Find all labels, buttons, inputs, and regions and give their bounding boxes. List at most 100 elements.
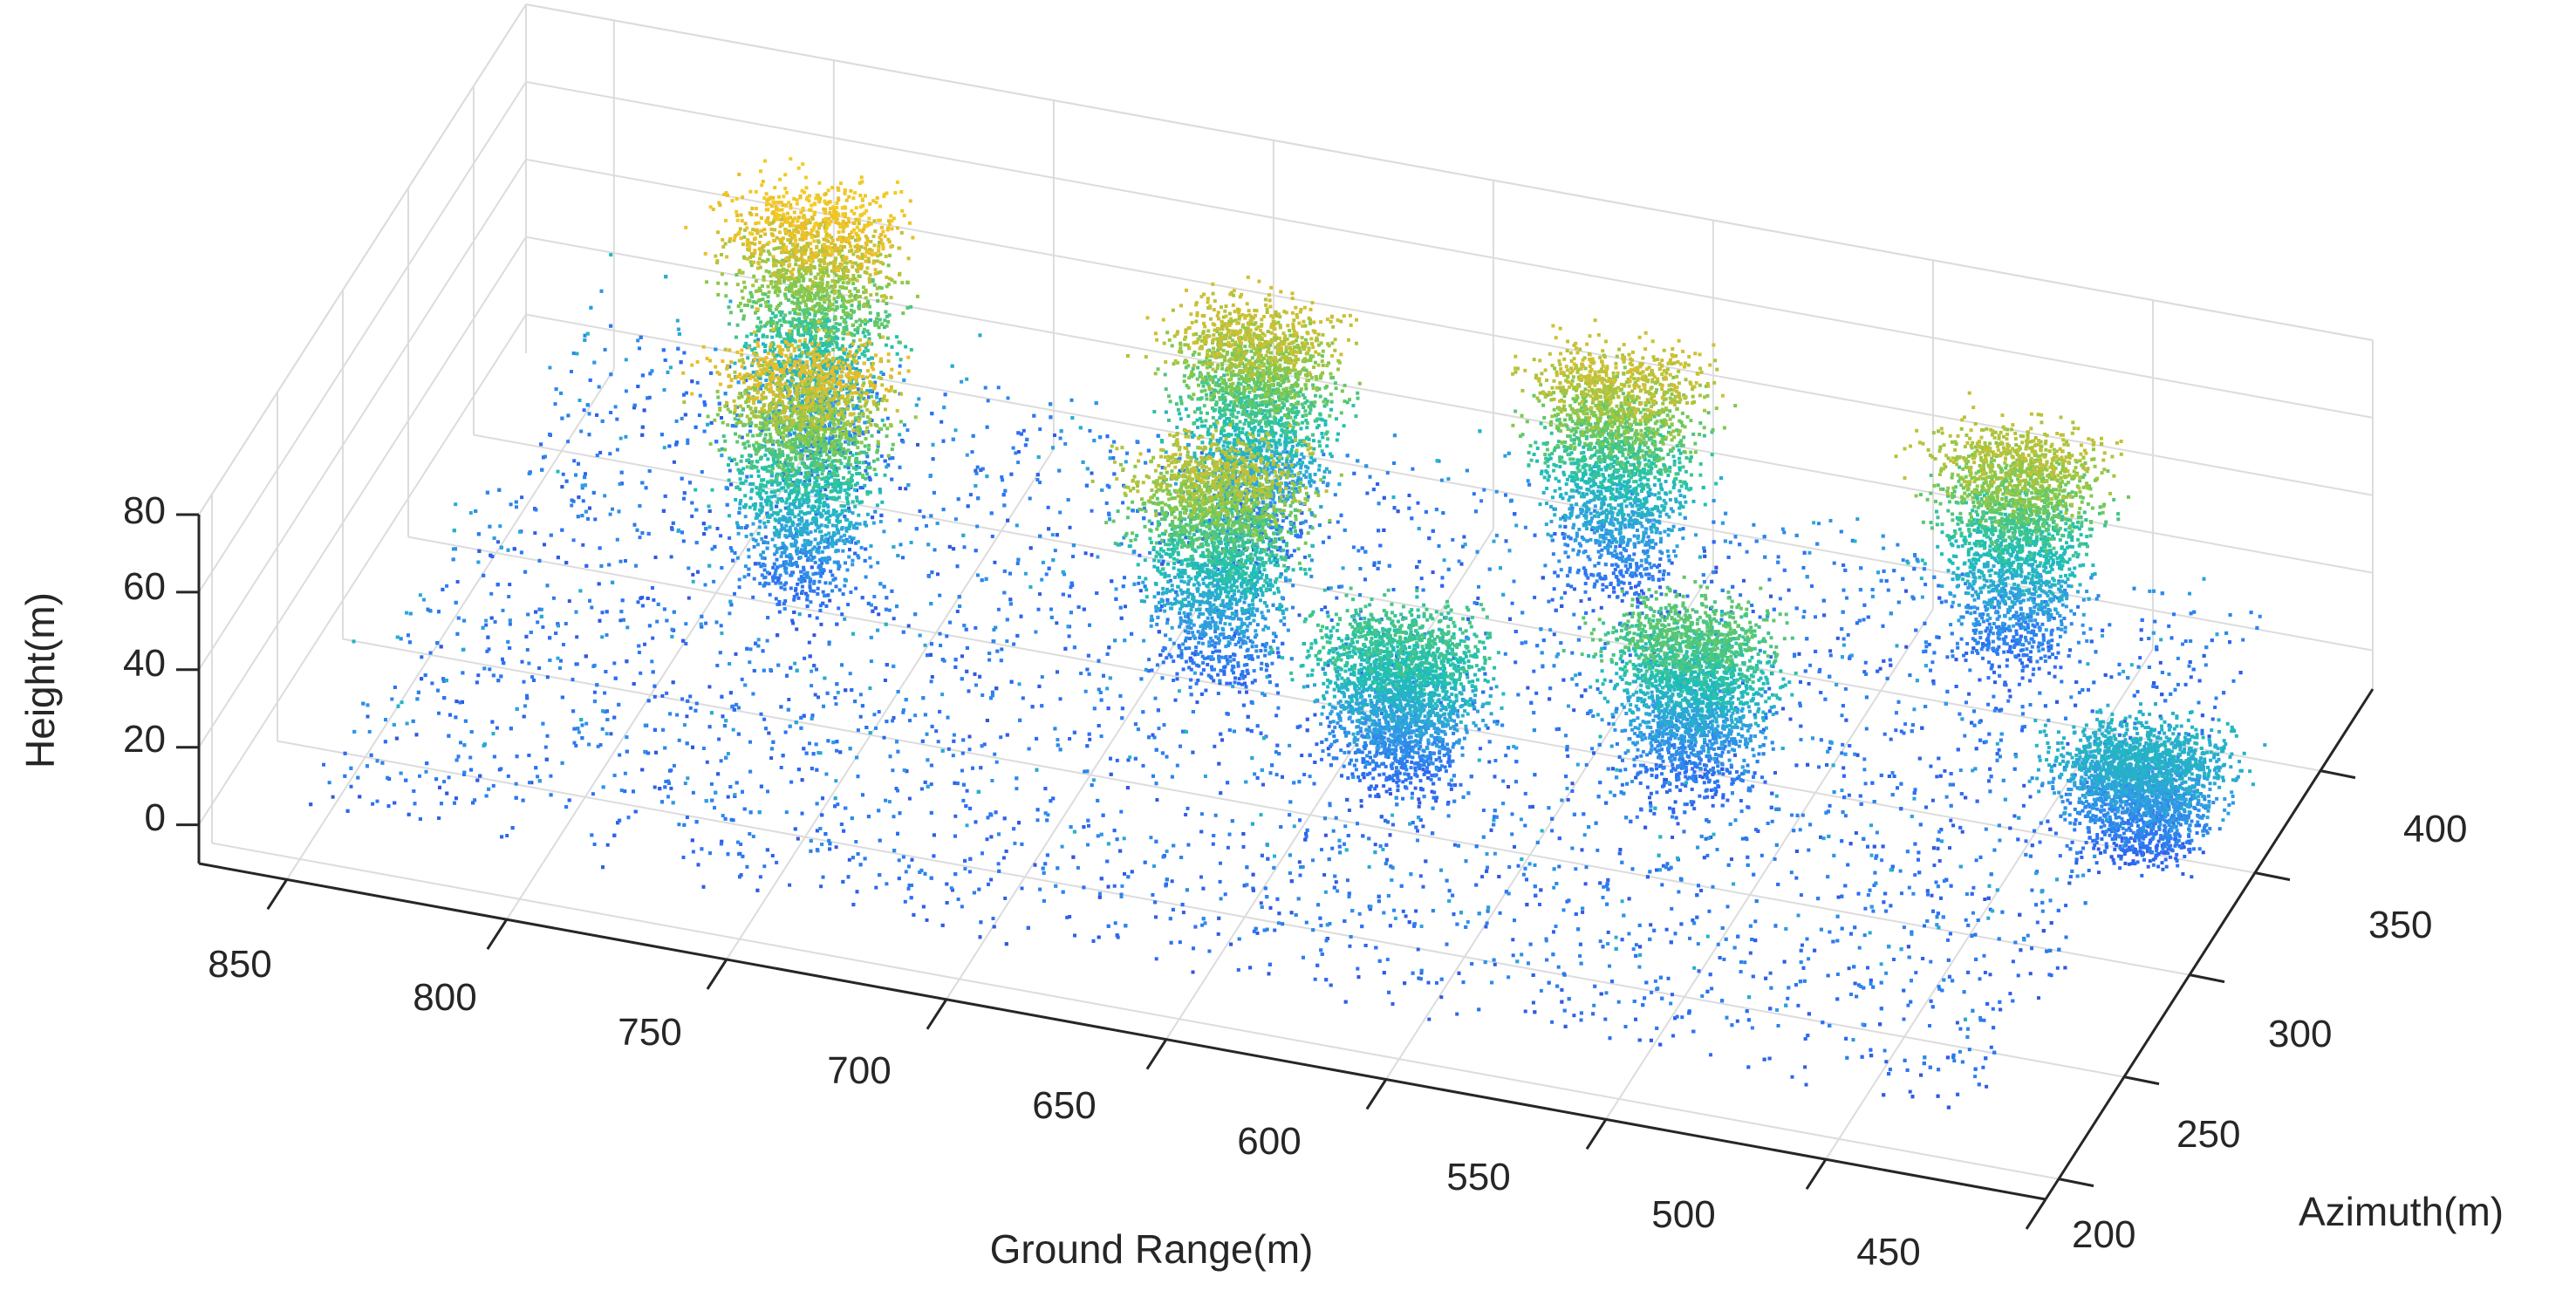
data-point bbox=[1397, 509, 1400, 513]
data-point bbox=[1474, 509, 1478, 513]
data-point bbox=[2104, 521, 2108, 524]
data-point bbox=[1566, 340, 1569, 344]
data-point bbox=[1619, 487, 1623, 490]
data-point bbox=[1666, 474, 1670, 477]
data-point bbox=[2140, 638, 2143, 641]
data-point bbox=[1854, 540, 1857, 543]
data-point bbox=[2222, 691, 2225, 694]
data-point bbox=[2192, 668, 2196, 672]
data-point bbox=[2046, 434, 2049, 437]
data-point bbox=[2204, 663, 2208, 666]
data-point bbox=[1628, 479, 1631, 482]
data-point bbox=[1867, 616, 1870, 619]
data-point bbox=[2036, 443, 2040, 447]
data-point bbox=[1624, 457, 1628, 461]
data-point bbox=[646, 396, 649, 399]
data-point bbox=[1623, 548, 1626, 551]
data-point bbox=[1944, 600, 1948, 604]
data-point bbox=[858, 181, 862, 185]
data-point bbox=[2046, 474, 2049, 477]
point-cloud bbox=[309, 157, 2266, 1109]
data-point bbox=[1935, 635, 1938, 638]
data-point bbox=[1752, 523, 1755, 527]
data-point bbox=[2005, 437, 2008, 440]
data-point bbox=[1655, 530, 1658, 534]
data-point bbox=[1060, 429, 1063, 433]
data-point bbox=[1635, 487, 1638, 490]
data-point bbox=[2153, 620, 2156, 624]
data-point bbox=[888, 254, 892, 257]
data-point bbox=[1582, 446, 1585, 449]
data-point bbox=[1551, 539, 1554, 543]
data-point bbox=[677, 328, 680, 331]
data-point bbox=[917, 397, 920, 400]
data-point bbox=[1617, 348, 1621, 352]
data-point bbox=[1651, 431, 1655, 434]
data-point bbox=[1623, 372, 1626, 376]
data-point bbox=[1647, 536, 1650, 539]
data-point bbox=[1677, 339, 1681, 343]
data-point bbox=[2184, 639, 2188, 643]
data-point bbox=[2101, 511, 2105, 515]
data-point bbox=[1660, 421, 1664, 425]
data-point bbox=[1991, 429, 1994, 433]
data-point bbox=[2005, 659, 2009, 662]
data-point bbox=[1311, 384, 1315, 387]
data-point bbox=[2026, 665, 2029, 668]
data-point bbox=[2082, 613, 2086, 617]
data-point bbox=[2044, 448, 2047, 452]
data-point bbox=[1558, 465, 1561, 468]
data-point bbox=[1441, 511, 1445, 515]
data-point bbox=[2008, 553, 2012, 556]
data-point bbox=[873, 283, 877, 287]
data-point bbox=[1712, 499, 1716, 502]
data-point bbox=[2090, 639, 2094, 643]
data-point bbox=[1806, 575, 1809, 578]
data-point bbox=[2015, 574, 2019, 577]
data-point bbox=[1880, 579, 1883, 583]
data-point bbox=[1049, 402, 1052, 406]
data-point bbox=[1329, 376, 1333, 379]
data-point bbox=[2172, 612, 2176, 616]
data-point bbox=[1548, 352, 1552, 356]
data-point bbox=[1668, 409, 1671, 413]
data-point bbox=[2070, 622, 2074, 625]
data-point bbox=[1228, 292, 1232, 296]
data-point bbox=[1996, 599, 1999, 603]
data-point bbox=[2012, 635, 2015, 638]
data-point bbox=[2026, 441, 2029, 445]
data-point bbox=[1014, 451, 1017, 454]
data-point bbox=[1630, 436, 1634, 440]
data-point bbox=[2155, 645, 2158, 649]
data-point bbox=[1024, 443, 1028, 447]
data-point bbox=[1988, 442, 1992, 446]
data-point bbox=[1703, 409, 1706, 413]
data-point bbox=[1677, 457, 1681, 461]
data-point bbox=[1630, 390, 1634, 393]
data-point bbox=[2081, 463, 2085, 467]
data-point bbox=[1597, 550, 1601, 554]
data-point bbox=[1393, 434, 1397, 437]
data-point bbox=[1534, 534, 1537, 537]
data-point bbox=[976, 466, 980, 469]
data-point bbox=[1677, 420, 1681, 423]
data-point bbox=[1671, 347, 1674, 351]
data-point bbox=[1478, 429, 1481, 433]
data-point bbox=[678, 332, 681, 336]
data-point bbox=[1629, 502, 1632, 506]
data-point bbox=[1533, 394, 1536, 398]
data-point bbox=[1264, 304, 1268, 307]
data-point bbox=[1630, 358, 1634, 362]
data-point bbox=[1977, 506, 1980, 509]
data-point bbox=[1582, 422, 1586, 426]
data-point bbox=[1533, 358, 1536, 361]
data-point bbox=[2138, 656, 2142, 659]
data-point bbox=[1773, 608, 1776, 611]
data-point bbox=[886, 417, 890, 420]
data-point bbox=[1604, 340, 1608, 344]
data-point bbox=[2081, 624, 2085, 627]
data-point bbox=[1527, 479, 1530, 482]
data-point bbox=[986, 426, 989, 429]
data-point bbox=[1410, 516, 1413, 520]
